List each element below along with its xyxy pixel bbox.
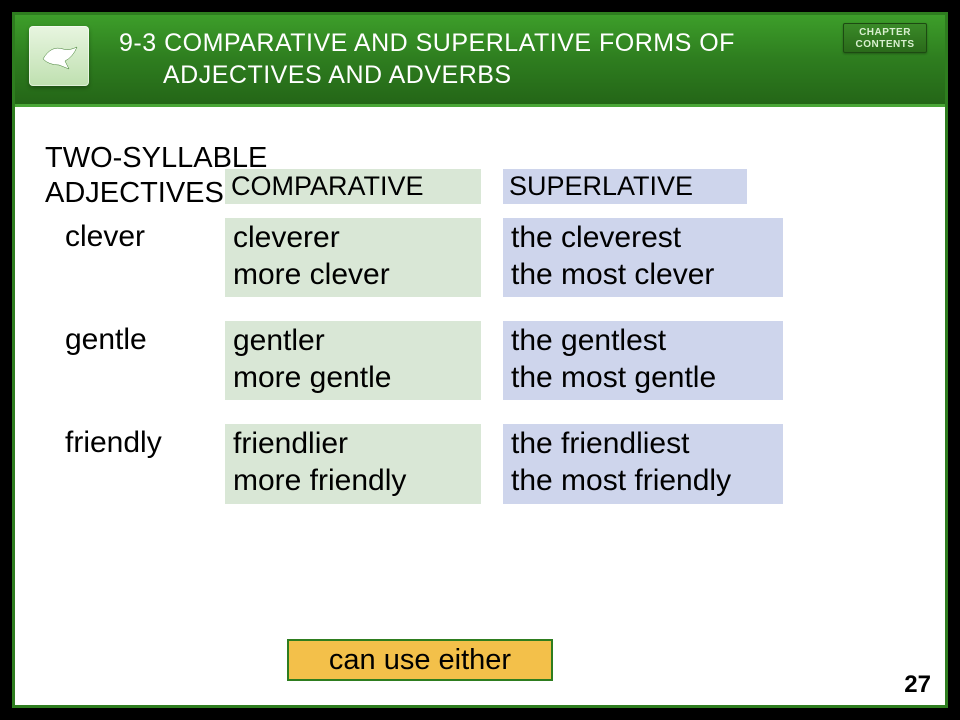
slide-title: 9-3 COMPARATIVE AND SUPERLATIVE FORMS OF…: [119, 28, 735, 91]
cell-line: more gentle: [233, 361, 391, 394]
page-number: 27: [904, 671, 931, 699]
column-headers: COMPARATIVE SUPERLATIVE: [45, 169, 915, 204]
cell-line: the most friendly: [511, 464, 731, 497]
table-row: friendly friendlier more friendly the fr…: [45, 424, 915, 503]
cell-line: more friendly: [233, 464, 406, 497]
comparative-cell: friendlier more friendly: [225, 424, 481, 503]
cell-line: gentler: [233, 324, 325, 357]
col-header-comparative: COMPARATIVE: [225, 169, 481, 204]
cell-line: the gentlest: [511, 324, 666, 357]
logo-box: [29, 26, 89, 86]
table: COMPARATIVE SUPERLATIVE clever cleverer …: [15, 169, 945, 528]
slide-frame: 9-3 COMPARATIVE AND SUPERLATIVE FORMS OF…: [12, 12, 948, 708]
bird-icon: [39, 41, 79, 71]
col-spacer: [45, 169, 225, 204]
cell-line: the cleverest: [511, 221, 681, 254]
header-bar: 9-3 COMPARATIVE AND SUPERLATIVE FORMS OF…: [15, 15, 945, 107]
table-row: clever cleverer more clever the cleveres…: [45, 218, 915, 297]
chapter-btn-line2: CONTENTS: [844, 39, 926, 51]
content-area: TWO-SYLLABLE ADJECTIVES COMPARATIVE SUPE…: [15, 107, 945, 705]
note-text: can use either: [329, 644, 511, 677]
title-line-2: ADJECTIVES AND ADVERBS: [163, 61, 512, 89]
superlative-cell: the friendliest the most friendly: [503, 424, 783, 503]
chapter-contents-button[interactable]: CHAPTER CONTENTS: [843, 23, 927, 53]
note-box: can use either: [287, 639, 553, 681]
table-row: gentle gentler more gentle the gentlest …: [45, 321, 915, 400]
cell-line: cleverer: [233, 221, 340, 254]
cell-line: more clever: [233, 258, 390, 291]
title-line-1: 9-3 COMPARATIVE AND SUPERLATIVE FORMS OF: [119, 29, 735, 57]
comparative-cell: gentler more gentle: [225, 321, 481, 400]
cell-line: the friendliest: [511, 427, 689, 460]
adjective-label: clever: [45, 218, 225, 254]
col-header-superlative: SUPERLATIVE: [503, 169, 747, 204]
chapter-btn-line1: CHAPTER: [844, 27, 926, 39]
superlative-cell: the cleverest the most clever: [503, 218, 783, 297]
adjective-label: friendly: [45, 424, 225, 460]
cell-line: the most clever: [511, 258, 714, 291]
superlative-cell: the gentlest the most gentle: [503, 321, 783, 400]
cell-line: the most gentle: [511, 361, 716, 394]
adjective-label: gentle: [45, 321, 225, 357]
comparative-cell: cleverer more clever: [225, 218, 481, 297]
cell-line: friendlier: [233, 427, 348, 460]
